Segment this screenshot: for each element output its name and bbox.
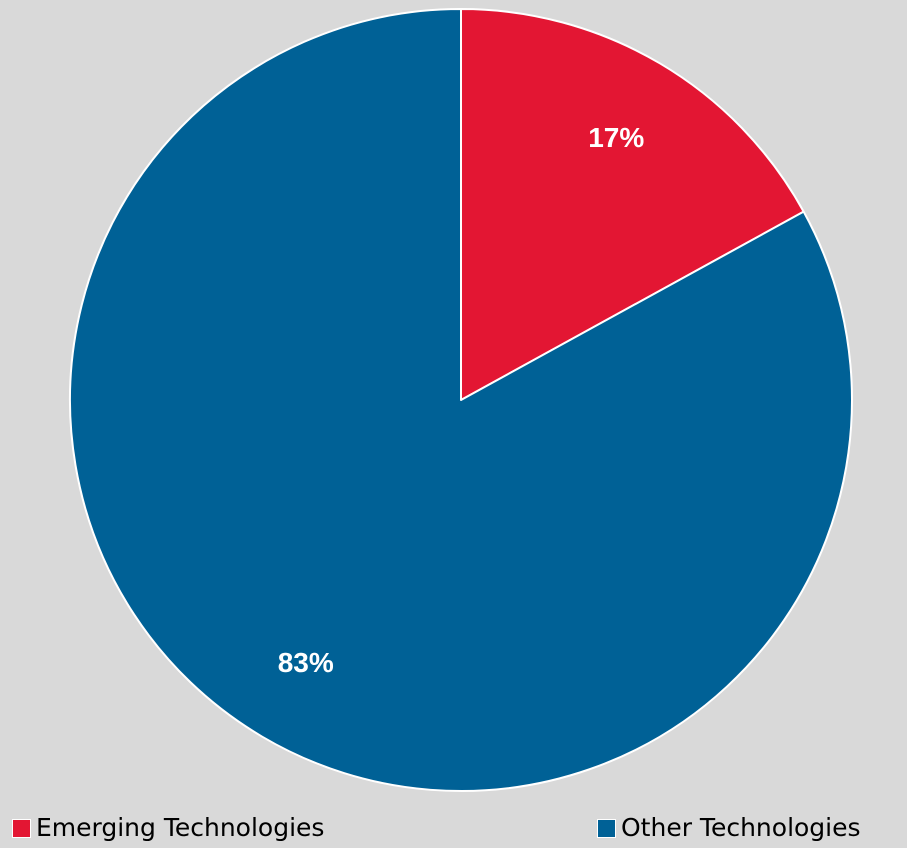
data-label-emerging-technologies: 17% [588, 122, 644, 153]
legend-item-emerging-technologies: Emerging Technologies [12, 810, 324, 846]
pie-slices [69, 8, 853, 792]
pie-slice-emerging-technologies [460, 8, 805, 401]
pie-slice-other-technologies [69, 8, 853, 792]
legend: Emerging Technologies Other Technologies [0, 810, 907, 848]
pie-data-labels: 17% 83% [278, 122, 645, 678]
legend-label: Other Technologies [621, 813, 861, 842]
data-label-other-technologies: 83% [278, 647, 334, 678]
legend-label: Emerging Technologies [36, 813, 325, 842]
legend-item-other-technologies: Other Technologies [597, 810, 861, 846]
legend-swatch [12, 818, 31, 838]
legend-swatch [597, 818, 616, 838]
